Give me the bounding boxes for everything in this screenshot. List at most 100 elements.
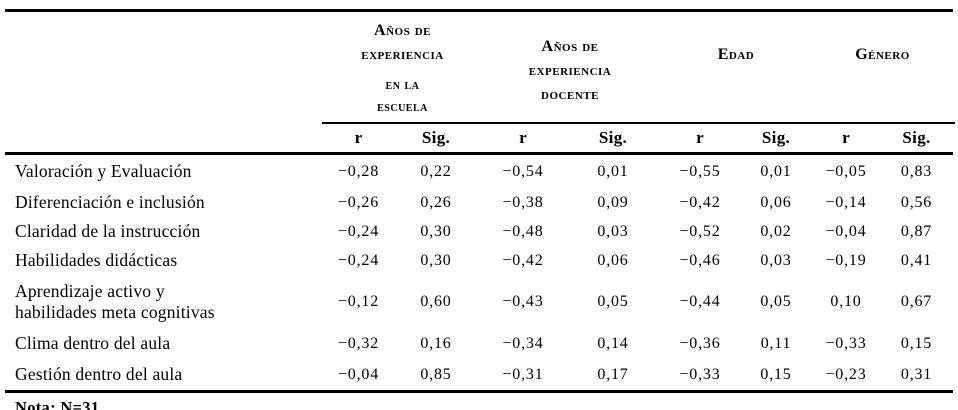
table-cell: 0,87 — [900, 222, 933, 240]
table-cell: 0,30 — [420, 222, 452, 240]
row-label: Diferenciación e inclusión — [5, 188, 325, 217]
subheader-sig: Sig. — [761, 128, 791, 147]
table-row: Diferenciación e inclusión −0,26 0,26 −0… — [5, 188, 953, 217]
row-label: Clima dentro del aula — [5, 328, 325, 359]
table-note: Nota: N=31 — [15, 398, 100, 410]
table-cell: 0,17 — [597, 365, 629, 383]
table-cell: 0,26 — [420, 193, 452, 211]
subheader-sig: Sig. — [902, 128, 931, 147]
table-cell: −0,24 — [337, 222, 380, 240]
row-label: Habilidades didácticas — [5, 246, 325, 275]
group-header-line: experiencia — [361, 46, 444, 63]
group-header-line: Años de — [541, 38, 599, 55]
group-header-line: Edad — [717, 46, 755, 63]
column-group-experiencia-escuela: Años de experiencia en la escuela — [325, 12, 480, 122]
column-group-header-row: Años de experiencia en la escuela Años d… — [5, 12, 953, 122]
table-cell: −0,44 — [679, 292, 721, 310]
header-spacer — [5, 12, 325, 122]
table-cell: −0,19 — [825, 251, 867, 269]
table-cell: −0,42 — [502, 251, 544, 269]
subheader-sig: Sig. — [598, 128, 628, 147]
table-cell: −0,34 — [502, 334, 544, 352]
table-cell: 0,10 — [830, 292, 862, 310]
subheader-row: r Sig. r Sig. r Sig. r Sig. — [5, 124, 953, 152]
table-cell: 0,03 — [760, 251, 792, 269]
table-cell: −0,33 — [825, 334, 867, 352]
column-group-genero: Género — [812, 12, 953, 122]
table-cell: 0,16 — [420, 334, 452, 352]
table-cell: −0,36 — [679, 334, 721, 352]
row-label-text: Gestión dentro del aula — [15, 364, 183, 384]
table-cell: 0,31 — [900, 365, 933, 383]
bottom-rule — [5, 390, 953, 393]
table-cell: −0,04 — [337, 365, 380, 383]
table-row: Valoración y Evaluación −0,28 0,22 −0,54… — [5, 155, 953, 188]
table-row: Gestión dentro del aula −0,04 0,85 −0,31… — [5, 359, 953, 390]
subheader-sig: Sig. — [421, 128, 451, 147]
group-header-line: docente — [541, 86, 599, 103]
table-cell: −0,46 — [679, 251, 721, 269]
table-cell: −0,33 — [679, 365, 721, 383]
subheader-r: r — [696, 128, 704, 147]
table-row: Clima dentro del aula −0,32 0,16 −0,34 0… — [5, 328, 953, 359]
row-label: Aprendizaje activo y habilidades meta co… — [5, 275, 325, 328]
table-cell: −0,38 — [502, 193, 544, 211]
subheader-r: r — [354, 128, 363, 147]
table-cell: −0,52 — [679, 222, 721, 240]
table-cell: 0,22 — [420, 162, 452, 180]
table-cell: 0,67 — [900, 292, 933, 310]
table-cell: −0,28 — [337, 162, 380, 180]
table-cell: −0,12 — [337, 292, 380, 310]
table-cell: −0,26 — [337, 193, 380, 211]
row-label: Gestión dentro del aula — [5, 359, 325, 390]
row-label-text: Clima dentro del aula — [15, 333, 171, 353]
table-cell: 0,01 — [760, 162, 792, 180]
table-cell: 0,60 — [420, 292, 452, 310]
group-underline-rule — [322, 122, 955, 124]
table-cell: 0,30 — [420, 251, 452, 269]
table-cell: −0,24 — [337, 251, 380, 269]
column-group-experiencia-docente: Años de experiencia docente — [480, 12, 660, 122]
table-cell: 0,83 — [900, 162, 933, 180]
table-row: Claridad de la instrucción −0,24 0,30 −0… — [5, 217, 953, 246]
subheader-r: r — [519, 128, 527, 147]
header-body-rule — [5, 152, 953, 155]
row-label-text: Claridad de la instrucción — [15, 221, 201, 241]
table-cell: 0,15 — [900, 334, 933, 352]
table-cell: −0,43 — [502, 292, 544, 310]
table-row: Habilidades didácticas −0,24 0,30 −0,42 … — [5, 246, 953, 275]
subheader-spacer — [5, 124, 325, 152]
table-cell: 0,03 — [597, 222, 629, 240]
table-cell: 0,02 — [760, 222, 792, 240]
group-header-line: Género — [855, 46, 910, 63]
table-cell: 0,41 — [900, 251, 933, 269]
row-label: Claridad de la instrucción — [5, 217, 325, 246]
row-label-text: Diferenciación e inclusión — [15, 192, 205, 212]
group-header-line: experiencia — [528, 62, 612, 79]
table-cell: 0,11 — [760, 334, 792, 352]
table-cell: 0,01 — [597, 162, 629, 180]
table-cell: −0,05 — [825, 162, 867, 180]
table-cell: 0,85 — [420, 365, 452, 383]
table-cell: 0,05 — [760, 292, 792, 310]
group-header-line: escuela — [377, 99, 428, 115]
table-cell: 0,14 — [597, 334, 629, 352]
table-cell: 0,06 — [760, 193, 792, 211]
table-cell: −0,55 — [679, 162, 721, 180]
table-cell: −0,04 — [825, 222, 867, 240]
table-cell: 0,56 — [900, 193, 933, 211]
table-cell: −0,23 — [825, 365, 867, 383]
table-cell: −0,14 — [825, 193, 867, 211]
table-cell: 0,15 — [760, 365, 792, 383]
table-cell: 0,06 — [597, 251, 629, 269]
table-cell: −0,31 — [502, 365, 544, 383]
row-label-text: Habilidades didácticas — [15, 250, 178, 270]
table-cell: 0,05 — [597, 292, 629, 310]
table-cell: −0,42 — [679, 193, 721, 211]
row-label-line: habilidades meta cognitivas — [15, 301, 215, 322]
subheader-r: r — [842, 128, 850, 147]
row-label-text: Aprendizaje activo y habilidades meta co… — [15, 281, 215, 323]
top-rule — [5, 9, 953, 12]
row-label: Valoración y Evaluación — [5, 155, 325, 188]
